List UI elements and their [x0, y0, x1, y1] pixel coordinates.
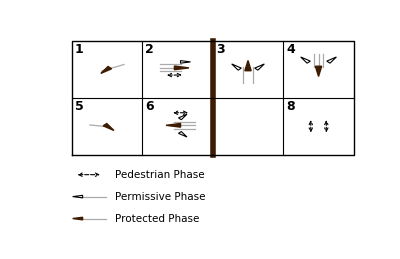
Text: 4: 4 — [286, 43, 295, 56]
Polygon shape — [103, 124, 114, 131]
Polygon shape — [315, 66, 322, 76]
Polygon shape — [73, 217, 83, 220]
Text: Pedestrian Phase: Pedestrian Phase — [115, 170, 205, 180]
Text: 2: 2 — [145, 43, 154, 56]
Text: 3: 3 — [216, 43, 224, 56]
Text: 6: 6 — [145, 100, 154, 113]
Text: 1: 1 — [75, 43, 84, 56]
Text: 8: 8 — [286, 100, 295, 113]
Polygon shape — [166, 124, 180, 127]
Polygon shape — [101, 67, 112, 73]
Text: Protected Phase: Protected Phase — [115, 213, 200, 224]
Text: Permissive Phase: Permissive Phase — [115, 192, 206, 202]
Text: 5: 5 — [75, 100, 84, 113]
Polygon shape — [245, 61, 251, 71]
Polygon shape — [174, 66, 189, 70]
